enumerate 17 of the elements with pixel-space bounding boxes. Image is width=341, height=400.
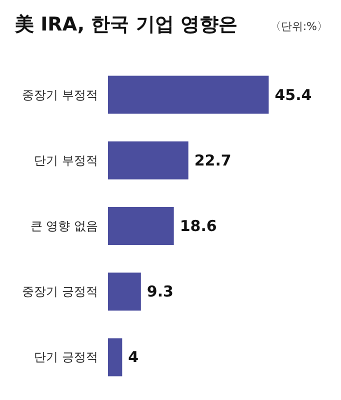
bar [108, 207, 174, 245]
y-tick-label: 큰 영향 없음 [30, 219, 98, 233]
data-label: 9.3 [146, 282, 174, 301]
data-label: 18.6 [180, 217, 217, 235]
data-label: 22.7 [194, 151, 232, 170]
bar [108, 141, 188, 180]
data-label: 45.4 [274, 86, 312, 104]
bar [108, 338, 122, 376]
y-tick-label: 중장기 부정적 [22, 88, 98, 102]
chart-title: 美 IRA, 한국 기업 영향은 [14, 14, 238, 36]
y-tick-label: 단기 부정적 [34, 153, 98, 168]
y-tick-label: 중장기 긍정적 [22, 284, 98, 299]
y-tick-label: 단기 긍정적 [34, 350, 98, 364]
data-label: 4 [128, 348, 139, 366]
bar [108, 76, 269, 114]
text: 〈단위:%〉 [270, 20, 328, 33]
bar [108, 272, 141, 311]
